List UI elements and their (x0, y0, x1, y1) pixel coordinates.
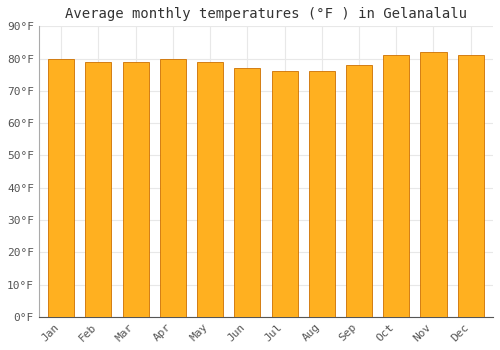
Bar (86, 62, 112, 317)
Title: Average monthly temperatures (°F ) in Gelanalalu: Average monthly temperatures (°F ) in Ge… (65, 7, 467, 21)
Bar (160, 58, 186, 317)
Bar (197, 62, 223, 317)
Bar (48, 58, 74, 317)
Bar (458, 55, 483, 317)
Bar (308, 71, 335, 317)
Bar (383, 55, 409, 317)
Bar (122, 62, 148, 317)
Bar (234, 68, 260, 317)
Bar (346, 65, 372, 317)
Bar (420, 52, 446, 317)
Bar (272, 71, 297, 317)
